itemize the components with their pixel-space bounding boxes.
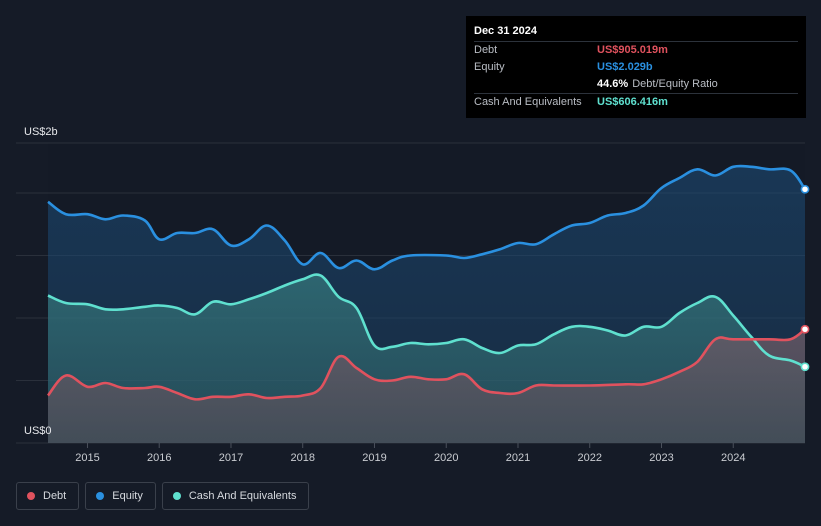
equity-line <box>47 164 807 271</box>
tooltip-debt-value: US$905.019m <box>597 44 668 56</box>
x-tick-label: 2022 <box>577 452 601 464</box>
x-tick-label: 2018 <box>290 452 314 464</box>
x-axis: 2015 2016 2017 2018 2019 2020 2021 2022 2023 2024 <box>75 443 745 464</box>
data-tooltip: Dec 31 2024 Debt US$905.019m Equity US$2… <box>466 16 806 118</box>
tooltip-row-ratio: 44.6% Debt/Equity Ratio <box>474 76 798 93</box>
x-tick-label: 2019 <box>362 452 386 464</box>
x-tick-label: 2020 <box>434 452 458 464</box>
legend-item-equity[interactable]: Equity <box>85 482 156 510</box>
x-tick-label: 2024 <box>721 452 745 464</box>
legend-item-debt[interactable]: Debt <box>16 482 80 510</box>
cash-and-equivalents-endpoint <box>800 362 810 372</box>
equity-endpoint <box>800 184 810 194</box>
y-axis-bottom-label: US$0 <box>24 425 52 437</box>
series-areas <box>48 165 805 444</box>
x-tick-label: 2017 <box>219 452 243 464</box>
tooltip-row-equity: Equity US$2.029b <box>474 59 798 76</box>
tooltip-cash-label: Cash And Equivalents <box>474 96 582 108</box>
equity-dot-icon <box>96 492 105 500</box>
tooltip-debt-label: Debt <box>474 44 498 56</box>
y-axis-top-label: US$2b <box>24 126 58 138</box>
tooltip-date: Dec 31 2024 <box>474 25 537 37</box>
legend-label-equity: Equity <box>112 490 143 502</box>
debt-endpoint <box>800 324 810 334</box>
tooltip-row-cash: Cash And Equivalents US$606.416m <box>474 93 798 111</box>
legend-label-cash: Cash And Equivalents <box>188 490 297 502</box>
legend-item-cash[interactable]: Cash And Equivalents <box>161 482 310 510</box>
tooltip-equity-label: Equity <box>474 61 505 73</box>
x-tick-label: 2021 <box>506 452 530 464</box>
x-tick-label: 2015 <box>75 452 99 464</box>
series-endpoints <box>800 184 810 372</box>
cash-dot-icon <box>172 492 181 500</box>
tooltip-equity-value: US$2.029b <box>597 61 653 73</box>
cash-and-equivalents-line <box>47 273 806 368</box>
debt-area <box>48 329 805 443</box>
tooltip-ratio-label <box>474 76 597 93</box>
tooltip-ratio-value: 44.6% <box>597 78 629 90</box>
debt-line <box>46 328 806 401</box>
chart-legend: Debt Equity Cash And Equivalents <box>16 482 310 510</box>
x-tick-label: 2023 <box>649 452 673 464</box>
x-tick-label: 2016 <box>147 452 171 464</box>
series-lines <box>46 164 807 401</box>
tooltip-row-debt: Debt US$905.019m <box>474 41 798 59</box>
tooltip-ratio-caption: Debt/Equity Ratio <box>632 78 718 90</box>
tooltip-cash-value: US$606.416m <box>597 96 668 108</box>
debt-dot-icon <box>27 492 35 500</box>
legend-label-debt: Debt <box>43 490 67 502</box>
